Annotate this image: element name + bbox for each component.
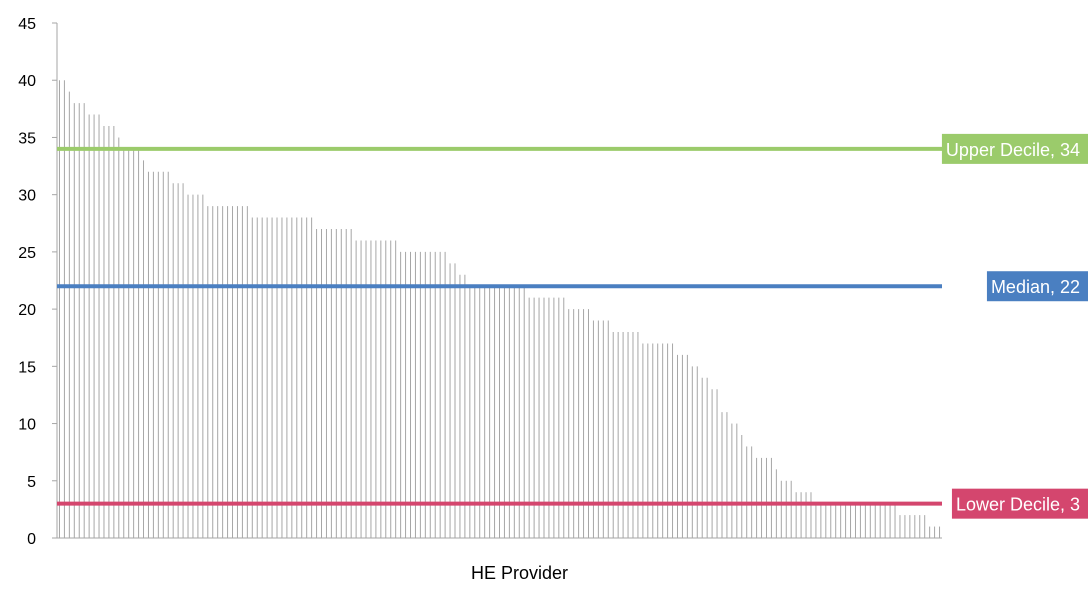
reference-label-lower-decile: Lower Decile, 3 bbox=[951, 488, 1088, 519]
reference-label-text: Lower Decile, 3 bbox=[956, 495, 1080, 515]
reference-label-text: Upper Decile, 34 bbox=[946, 140, 1080, 160]
y-tick-label: 10 bbox=[18, 417, 36, 434]
y-tick-label: 5 bbox=[27, 474, 36, 491]
y-axis: 0 5 10 15 20 25 30 35 40 45 bbox=[18, 16, 58, 548]
y-tick-label: 45 bbox=[18, 16, 36, 33]
y-tick-label: 0 bbox=[27, 531, 36, 548]
reference-label-median: Median, 22 bbox=[986, 271, 1088, 302]
bars bbox=[58, 80, 941, 538]
y-tick-label: 20 bbox=[18, 302, 36, 319]
y-tick-label: 30 bbox=[18, 188, 36, 205]
y-tick-label: 15 bbox=[18, 359, 36, 376]
reference-label-box bbox=[951, 488, 1088, 519]
y-tick-label: 35 bbox=[18, 130, 36, 147]
reference-label-box bbox=[986, 271, 1088, 302]
y-tick-label: 40 bbox=[18, 73, 36, 90]
y-tick-label: 25 bbox=[18, 245, 36, 262]
reference-label-box bbox=[941, 133, 1088, 164]
x-axis-title: HE Provider bbox=[471, 563, 568, 583]
reference-lines: Upper Decile, 34 Median, 22 Lower Decile, … bbox=[57, 133, 1088, 519]
reference-label-text: Median, 22 bbox=[991, 277, 1080, 297]
reference-label-upper-decile: Upper Decile, 34 bbox=[941, 133, 1088, 164]
